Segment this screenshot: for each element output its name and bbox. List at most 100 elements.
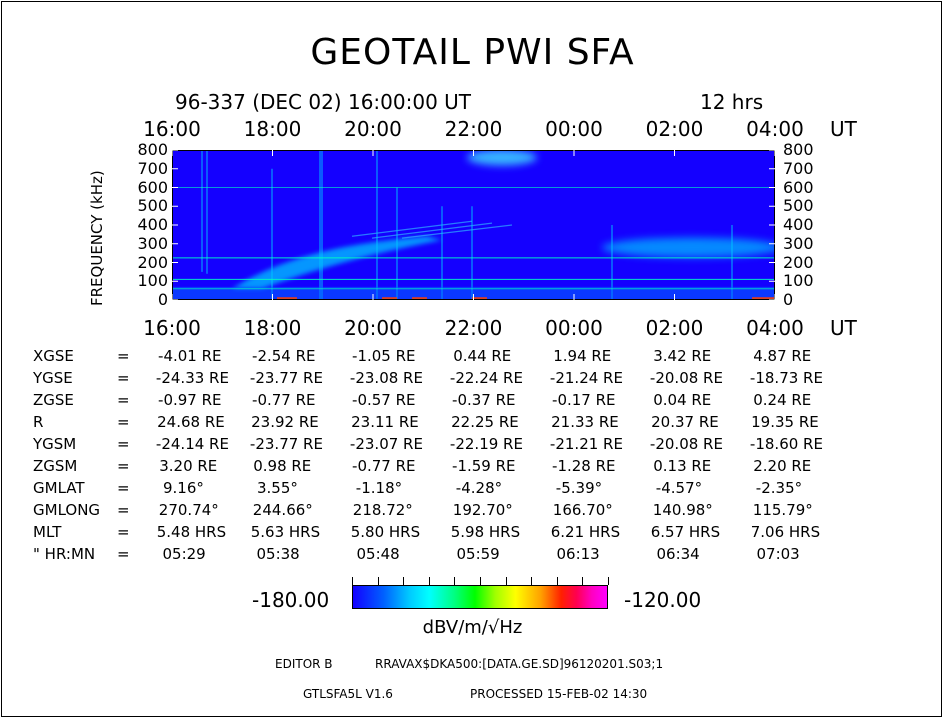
orbit-value: 2.20 RE xyxy=(753,457,812,475)
hot-spot xyxy=(277,297,297,300)
x-tick-label-top: 16:00 xyxy=(143,117,201,141)
x-tick-label-top: 22:00 xyxy=(444,117,503,141)
orbit-value: -5.39° xyxy=(555,479,603,497)
orbit-value: 05:48 xyxy=(356,545,400,563)
orbit-value: -0.97 RE xyxy=(158,391,222,409)
y-tick-label-right: 500 xyxy=(783,196,814,216)
orbit-value: 140.98° xyxy=(652,501,713,519)
orbit-value: -23.08 RE xyxy=(349,369,423,387)
x-tick-label-top: 04:00 xyxy=(746,117,804,141)
orbit-row-equals: = xyxy=(117,369,130,387)
y-tick-label-left: 600 xyxy=(137,177,168,197)
orbit-value: -2.35° xyxy=(755,479,803,497)
orbit-row-label: YGSM xyxy=(33,435,77,453)
x-tick-label-top: 18:00 xyxy=(243,117,302,141)
x-unit-bottom: UT xyxy=(830,316,857,340)
hot-spot xyxy=(412,297,427,300)
emission-streak xyxy=(401,224,513,239)
orbit-value: -2.54 RE xyxy=(252,347,316,365)
x-tick-label-bottom: 22:00 xyxy=(444,316,503,340)
x-tick-label-top: 02:00 xyxy=(645,117,704,141)
orbit-value: 19.35 RE xyxy=(751,413,819,431)
y-tick-label-left: 500 xyxy=(137,196,168,216)
orbit-value: 06:34 xyxy=(656,545,700,563)
x-tick-label-bottom: 16:00 xyxy=(143,316,201,340)
colorbar-tick xyxy=(428,577,430,585)
footer-path: RRAVAX$DKA500:[DATA.GE.SD]96120201.S03;1 xyxy=(375,657,664,671)
orbit-row-label: " HR:MN xyxy=(33,545,96,563)
orbit-value: -0.57 RE xyxy=(352,391,416,409)
colorbar-tick xyxy=(505,577,507,585)
orbit-value: 244.66° xyxy=(252,501,313,519)
orbit-value: -23.77 RE xyxy=(249,435,323,453)
x-tick-label-bottom: 20:00 xyxy=(344,316,402,340)
orbit-value: 0.24 RE xyxy=(753,391,812,409)
orbit-value: 7.06 HRS xyxy=(750,523,821,541)
y-tick-label-right: 200 xyxy=(783,252,814,272)
orbit-row-label: MLT xyxy=(33,523,62,541)
orbit-value: 07:03 xyxy=(756,545,800,563)
orbit-value: -0.77 RE xyxy=(252,391,316,409)
orbit-value: 0.98 RE xyxy=(253,457,312,475)
orbit-row-label: GMLAT xyxy=(33,479,85,497)
y-tick-label-left: 700 xyxy=(137,158,168,178)
emission-region xyxy=(232,236,442,289)
orbit-value: -23.07 RE xyxy=(349,435,423,453)
colorbar-tick xyxy=(582,577,584,585)
subtitle-span: 12 hrs xyxy=(700,90,764,114)
orbit-value: 3.42 RE xyxy=(653,347,712,365)
orbit-value: 06:13 xyxy=(556,545,600,563)
orbit-value: 20.37 RE xyxy=(651,413,719,431)
orbit-value: 0.13 RE xyxy=(653,457,712,475)
y-tick-label-left: 800 xyxy=(137,140,168,159)
colorbar-max: -120.00 xyxy=(624,588,702,612)
plot-frame xyxy=(172,150,775,300)
orbit-value: 3.20 RE xyxy=(159,457,218,475)
x-tick-label-bottom: 02:00 xyxy=(645,316,704,340)
orbit-value: -21.21 RE xyxy=(549,435,623,453)
orbit-row-equals: = xyxy=(117,347,130,365)
orbit-row-label: GMLONG xyxy=(33,501,101,519)
orbit-value: 9.16° xyxy=(163,479,204,497)
y-tick-label-left: 400 xyxy=(137,215,168,234)
x-tick-label-top: 20:00 xyxy=(344,117,402,141)
colorbar-tick xyxy=(556,577,558,585)
orbit-value: 5.98 HRS xyxy=(450,523,521,541)
orbit-value: 4.87 RE xyxy=(753,347,812,365)
x-tick-label-bottom: 04:00 xyxy=(746,316,804,340)
orbit-value: -1.05 RE xyxy=(352,347,416,365)
x-tick-label-top: 00:00 xyxy=(545,117,603,141)
orbit-value: 22.25 RE xyxy=(451,413,519,431)
y-tick-label-right: 800 xyxy=(783,140,814,159)
orbit-value: -0.17 RE xyxy=(552,391,616,409)
orbit-value: 5.48 HRS xyxy=(156,523,227,541)
subtitle-date: 96-337 (DEC 02) 16:00:00 UT xyxy=(175,90,472,114)
orbit-value: -18.60 RE xyxy=(749,435,823,453)
orbit-row-equals: = xyxy=(117,457,130,475)
footer-version: GTLSFA5L V1.6 xyxy=(303,687,393,701)
orbit-value: 6.21 HRS xyxy=(550,523,621,541)
orbit-value: -24.33 RE xyxy=(155,369,229,387)
orbit-value: 23.92 RE xyxy=(251,413,319,431)
x-tick-label-bottom: 00:00 xyxy=(545,316,603,340)
colorbar-tick xyxy=(377,577,379,585)
orbit-value: 6.57 HRS xyxy=(650,523,721,541)
orbit-value: -1.18° xyxy=(355,479,403,497)
y-tick-label-left: 100 xyxy=(137,271,168,291)
colorbar-tick xyxy=(403,577,405,585)
orbit-value: -0.77 RE xyxy=(352,457,416,475)
orbit-value: -23.77 RE xyxy=(249,369,323,387)
orbit-row-equals: = xyxy=(117,501,130,519)
y-tick-label-right: 600 xyxy=(783,177,814,197)
orbit-value: 05:29 xyxy=(162,545,206,563)
orbit-value: -4.28° xyxy=(455,479,503,497)
orbit-value: -1.28 RE xyxy=(552,457,616,475)
orbit-value: -22.19 RE xyxy=(449,435,523,453)
orbit-value: 3.55° xyxy=(257,479,298,497)
colorbar-min: -180.00 xyxy=(252,588,330,612)
orbit-value: 270.74° xyxy=(158,501,219,519)
orbit-row-label: ZGSE xyxy=(33,391,74,409)
orbit-value: 21.33 RE xyxy=(551,413,619,431)
